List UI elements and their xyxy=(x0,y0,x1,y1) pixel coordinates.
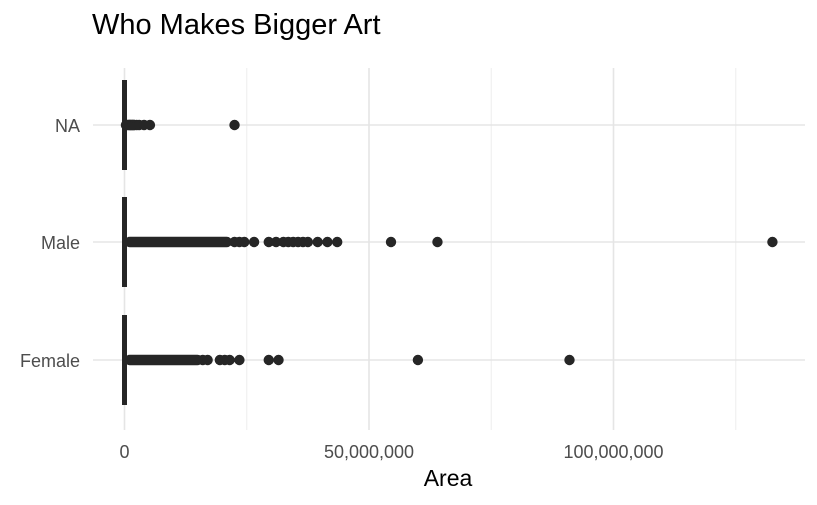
data-point xyxy=(273,354,284,366)
y-tick-label: Female xyxy=(20,351,80,371)
x-axis-label: Area xyxy=(424,465,473,491)
dense-points-run xyxy=(124,236,233,248)
data-point xyxy=(234,354,245,366)
series-na xyxy=(120,80,240,170)
series-male xyxy=(122,197,778,287)
y-axis-ticks: NA Male Female xyxy=(20,116,80,371)
data-point xyxy=(224,354,235,366)
data-point xyxy=(270,236,282,248)
data-point xyxy=(385,236,397,248)
data-point xyxy=(144,119,156,131)
data-point xyxy=(312,236,323,248)
chart-title: Who Makes Bigger Art xyxy=(92,9,381,41)
data-point xyxy=(412,354,424,366)
data-point xyxy=(432,236,443,248)
dense-points-run xyxy=(124,354,203,366)
data-point xyxy=(322,236,333,248)
data-point xyxy=(229,119,240,131)
y-tick-label: Male xyxy=(41,233,80,253)
series-female xyxy=(122,315,575,405)
data-point xyxy=(202,354,213,366)
data-point xyxy=(564,354,575,366)
x-tick-label: 100,000,000 xyxy=(563,442,663,462)
data-point xyxy=(248,236,260,248)
x-axis-ticks: 0 50,000,000 100,000,000 xyxy=(119,442,663,462)
data-point xyxy=(332,236,343,248)
x-tick-label: 0 xyxy=(119,442,129,462)
grid xyxy=(93,68,805,430)
data-point xyxy=(263,354,274,366)
y-tick-label: NA xyxy=(55,116,80,136)
data-points xyxy=(120,80,778,405)
data-point xyxy=(767,236,778,248)
data-point xyxy=(239,236,250,248)
data-point xyxy=(302,236,314,248)
data-point xyxy=(263,236,274,248)
x-tick-label: 50,000,000 xyxy=(324,442,414,462)
